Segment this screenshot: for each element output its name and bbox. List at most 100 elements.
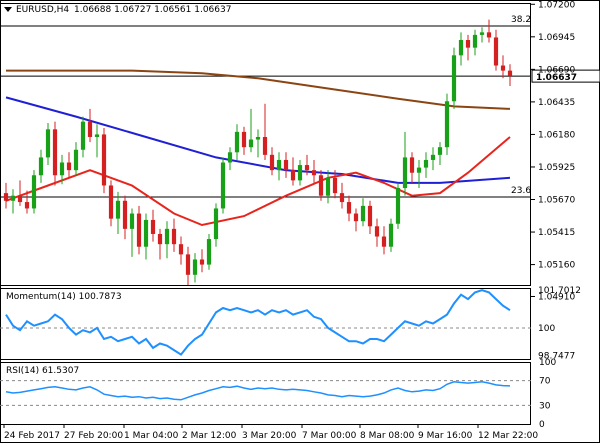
candle-body — [101, 134, 107, 186]
candle-body — [73, 149, 79, 171]
x-tick-label: 7 Mar 00:00 — [302, 431, 357, 441]
collapse-arrow-icon[interactable] — [4, 7, 12, 12]
candle-body — [353, 213, 359, 222]
rsi-label: RSI(14) 61.5307 — [6, 366, 79, 376]
candle-body — [3, 193, 9, 201]
candle-body — [24, 202, 30, 209]
candle-body — [381, 236, 387, 247]
x-tick-label: 1 Mar 04:00 — [124, 431, 179, 441]
y-tick-label: 1.05670 — [538, 196, 575, 206]
candle-body — [444, 101, 450, 148]
moving-average-brown — [6, 69, 511, 110]
candle-body — [283, 159, 289, 171]
candle-body — [423, 159, 429, 168]
candle-body — [297, 165, 303, 181]
y-tick-label: 1.05415 — [538, 228, 575, 238]
candle-body — [129, 213, 135, 229]
candle-body — [507, 70, 513, 76]
candle-body — [325, 177, 331, 196]
x-tick-label: 24 Feb 2017 — [4, 431, 60, 441]
y-tick-label: 1.06180 — [538, 130, 575, 140]
candle-body — [388, 223, 394, 247]
candle-body — [227, 152, 233, 163]
candle-body — [59, 162, 65, 176]
candle-body — [458, 40, 464, 56]
current-price-box — [531, 69, 600, 83]
candle-body — [416, 167, 422, 173]
candle-body — [143, 219, 149, 247]
momentum-tick-label: 100 — [538, 324, 555, 334]
ohlc-label: 1.06688 1.06727 1.06561 1.06637 — [74, 5, 231, 15]
candle-body — [465, 40, 471, 48]
candle-body — [304, 165, 310, 171]
candle-body — [311, 170, 317, 176]
momentum-line — [5, 289, 511, 356]
x-tick-label: 9 Mar 16:00 — [418, 431, 473, 441]
candle-body — [451, 55, 457, 102]
y-tick-label: 1.05160 — [538, 261, 575, 271]
candle-body — [339, 193, 345, 203]
fib-level-label: 23.6 — [511, 186, 531, 196]
candle-body — [80, 121, 86, 150]
x-tick-label: 3 Mar 20:00 — [242, 431, 297, 441]
rsi-tick-label: 0 — [539, 420, 545, 430]
candle-body — [500, 65, 506, 71]
candle-body — [199, 259, 205, 265]
candle-body — [395, 188, 401, 224]
x-tick-label: 12 Mar 22:00 — [478, 431, 538, 441]
candle-body — [17, 195, 23, 203]
momentum-label: Momentum(14) 100.7873 — [6, 292, 122, 302]
candle-body — [241, 131, 247, 148]
fib-level-label: 38.2 — [511, 15, 531, 25]
candle-body — [437, 147, 443, 155]
y-tick-label: 1.05925 — [538, 163, 575, 173]
candle-body — [269, 154, 275, 171]
candle-body — [136, 213, 142, 247]
candle-body — [374, 226, 380, 237]
rsi-line — [5, 381, 511, 401]
candle-body — [94, 134, 100, 137]
candle-body — [164, 228, 170, 245]
candle-body — [262, 136, 268, 155]
candle-body — [346, 202, 352, 214]
candle-body — [276, 159, 282, 171]
candle-body — [157, 233, 163, 245]
candle-body — [255, 136, 261, 140]
candle-body — [220, 162, 226, 209]
candle-body — [402, 157, 408, 189]
candle-body — [178, 244, 184, 255]
candle-body — [367, 205, 373, 227]
y-tick-label: 1.06945 — [538, 33, 575, 43]
candle-body — [360, 205, 366, 222]
candle-body — [332, 177, 338, 194]
current-price-label: 1.06637 — [536, 73, 577, 83]
candle-body — [10, 195, 16, 201]
candle-body — [87, 121, 93, 137]
symbol-label: EURUSD,H4 — [16, 5, 69, 15]
rsi-tick-label: 100 — [539, 358, 556, 368]
candle-body — [108, 185, 114, 219]
candle-body — [213, 208, 219, 240]
x-tick-label: 27 Feb 20:00 — [64, 431, 123, 441]
candle-body — [66, 162, 72, 171]
candle-body — [52, 129, 58, 176]
momentum-tick-label: 101.7012 — [538, 286, 581, 296]
candle-body — [248, 139, 254, 148]
candle-body — [171, 228, 177, 245]
candle-body — [115, 200, 121, 219]
candle-body — [318, 175, 324, 196]
rsi-tick-label: 30 — [539, 401, 551, 411]
y-tick-label: 1.06690 — [538, 65, 575, 75]
x-tick-label: 2 Mar 12:00 — [182, 431, 237, 441]
candle-body — [234, 131, 240, 153]
candle-body — [192, 259, 198, 275]
candle-body — [430, 154, 436, 160]
x-tick-label: 8 Mar 08:00 — [360, 431, 415, 441]
candle-body — [150, 219, 156, 234]
candle-body — [122, 200, 128, 229]
candle-body — [185, 254, 191, 275]
rsi-panel-frame — [0, 362, 531, 425]
rsi-tick-label: 70 — [539, 377, 551, 387]
